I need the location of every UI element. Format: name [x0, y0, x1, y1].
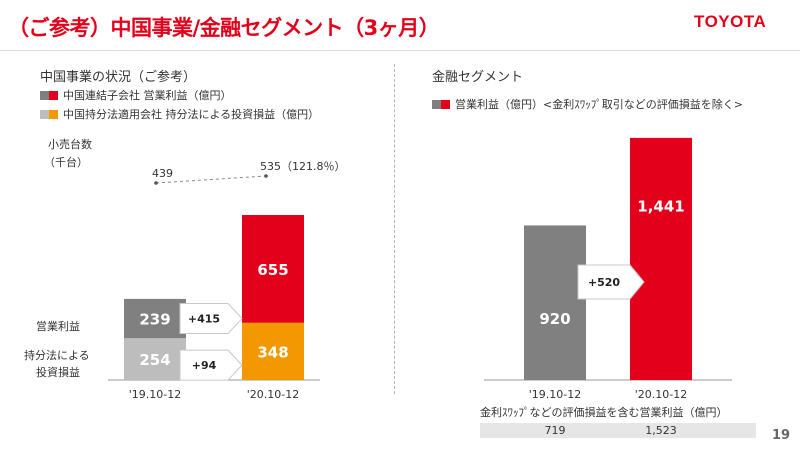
finance-segment-chart: '19.10-12 '20.10-12 920 1,441 +520 719 1,523	[484, 137, 732, 437]
bar-finance-operating-income	[630, 137, 692, 380]
bar-value-label: 348	[257, 343, 288, 361]
legend-label: 中国持分法適用会社 持分法による投資損益（億円）	[63, 108, 320, 121]
retail-units-unit: （千台）	[44, 156, 88, 169]
page-title: （ご参考）中国事業/金融セグメント（3ヶ月）	[8, 16, 440, 40]
toyota-logo: TOYOTA	[694, 12, 767, 31]
change-label: +520	[588, 276, 621, 289]
legend-swatch-red	[441, 99, 450, 109]
retail-units-label: 439	[152, 167, 173, 180]
change-arrow-operating-income	[179, 303, 243, 335]
footer-value-label: 719	[545, 424, 566, 437]
retail-units-trend-line	[155, 175, 267, 184]
category-tick-label: '19.10-12	[529, 388, 581, 401]
retail-units-label: 535（121.8％）	[260, 160, 346, 173]
title-rule	[0, 50, 800, 51]
retail-units-point	[264, 174, 268, 178]
finance-footer-label: 金利ｽﾜｯﾌﾟなどの評価損益を含む営業利益（億円）	[480, 406, 728, 419]
china-business-chart: 254 239 '19.10-12 348 655 '20.10-12 +415 +94 439…	[108, 160, 346, 401]
bar-value-label: 239	[139, 311, 170, 329]
category-tick-label: '20.10-12	[635, 388, 687, 401]
page-number: 19	[772, 428, 791, 443]
legend-finance-operating-income: 営業利益（億円）<金利ｽﾜｯﾌﾟ取引などの評価損益を除く>	[432, 96, 743, 112]
category-tick-label: '20.10-12	[247, 388, 299, 401]
legend-swatch-lightgray	[40, 109, 49, 119]
bar-value-label: 655	[257, 261, 288, 279]
finance-section-title: 金融セグメント	[432, 70, 524, 85]
bar-value-label: 920	[539, 310, 570, 328]
legend-label: 中国連結子会社 営業利益（億円）	[63, 89, 232, 102]
row-label-equity-line2: 投資損益	[36, 366, 80, 379]
footer-values-band	[480, 423, 756, 438]
legend-swatch-gray	[40, 90, 49, 100]
bar-operating-income	[124, 298, 186, 339]
china-section-title: 中国事業の状況（ご参考）	[40, 70, 197, 85]
legend-equity-income: 中国持分法適用会社 持分法による投資損益（億円）	[40, 106, 319, 122]
change-label: +415	[188, 313, 220, 326]
category-tick-label: '19.10-12	[129, 388, 181, 401]
footer-value-label: 1,523	[645, 424, 677, 437]
legend-label: 営業利益（億円）<金利ｽﾜｯﾌﾟ取引などの評価損益を除く>	[455, 98, 743, 111]
change-arrow-equity-income	[179, 349, 243, 381]
legend-swatch-orange	[49, 109, 58, 119]
retail-units-point	[154, 181, 158, 185]
change-label: +94	[192, 359, 217, 372]
panel-divider	[394, 64, 395, 394]
row-label-operating-income: 営業利益	[36, 320, 80, 333]
bar-value-label: 254	[139, 351, 170, 369]
bar-operating-income	[242, 215, 304, 323]
bar-value-label: 1,441	[637, 198, 684, 216]
bar-equity-income	[242, 322, 304, 380]
retail-units-label: 小売台数	[48, 138, 92, 151]
bar-finance-operating-income	[524, 225, 586, 380]
bar-equity-income	[124, 338, 186, 380]
legend-operating-income: 中国連結子会社 営業利益（億円）	[40, 87, 232, 103]
row-label-equity-line1: 持分法による	[24, 349, 90, 362]
change-arrow-finance	[577, 264, 645, 300]
legend-swatch-gray	[432, 99, 441, 109]
legend-swatch-red	[49, 90, 58, 100]
